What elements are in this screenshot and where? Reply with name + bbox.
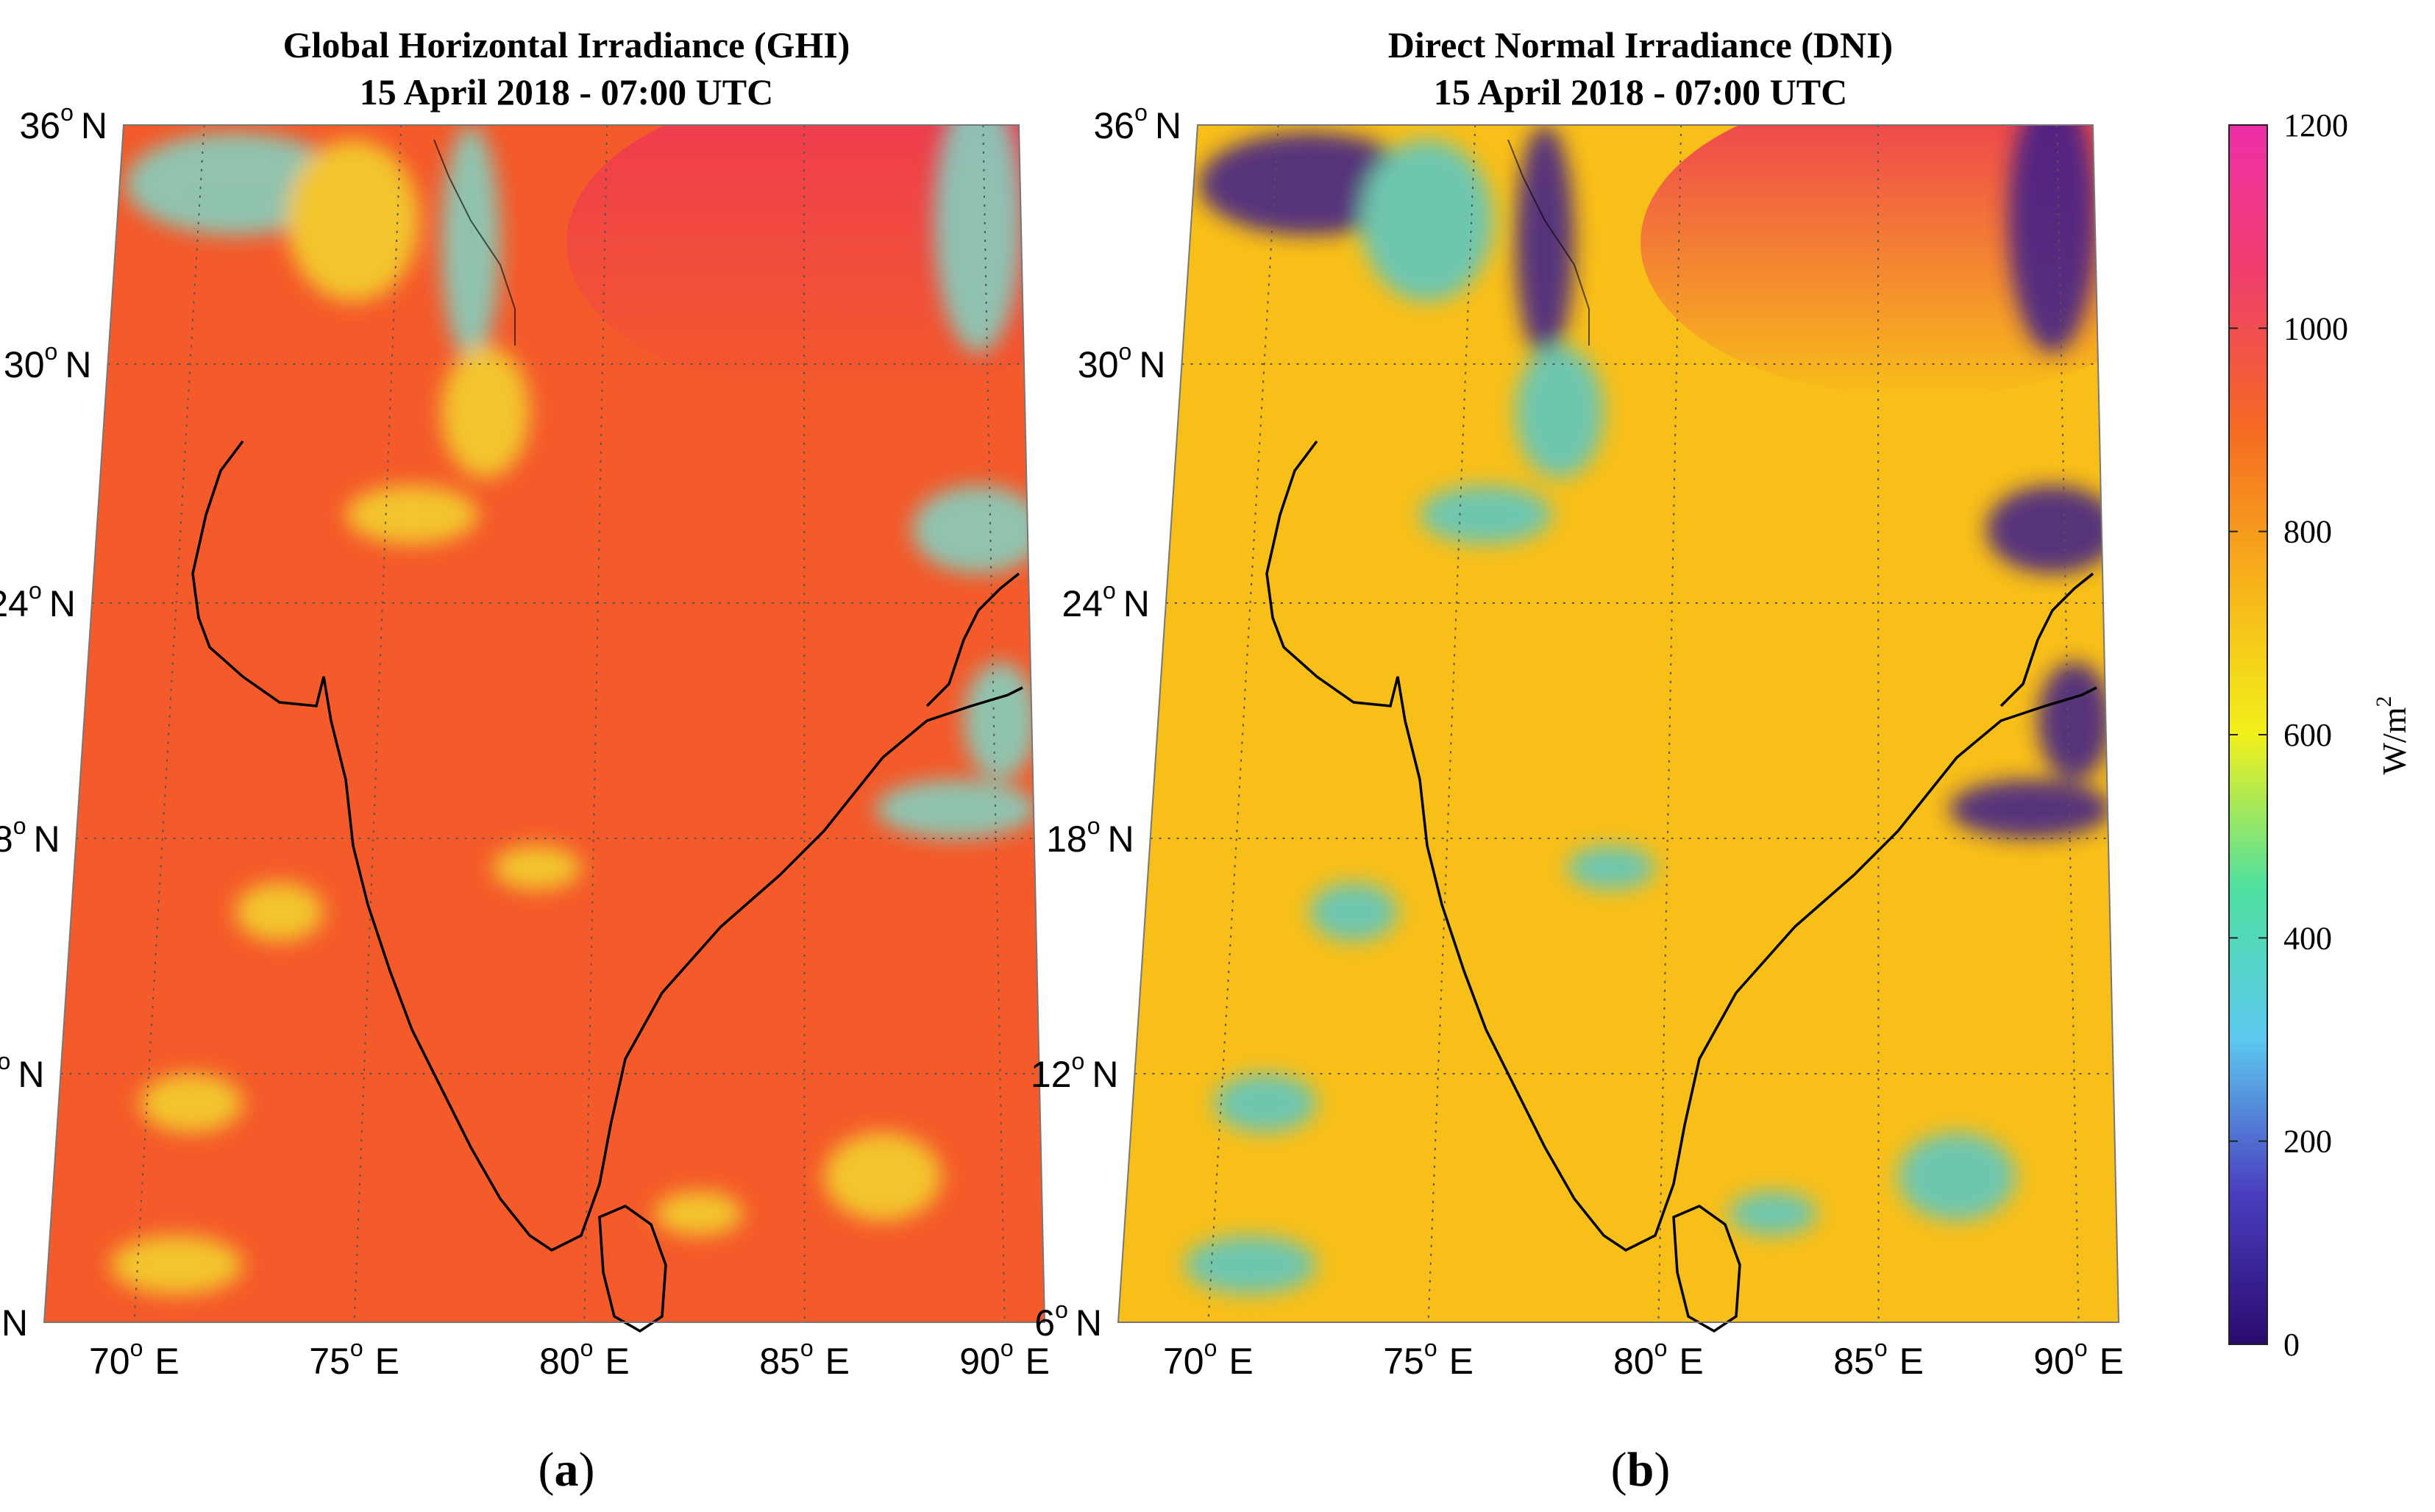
lon-label-90: 90o E <box>2033 1335 2124 1382</box>
colorbar-tick-label: 200 <box>2283 1124 2332 1160</box>
colorbar-tick-label: 1000 <box>2283 310 2348 346</box>
irradiance-field-a <box>44 125 1045 1322</box>
coastline <box>191 139 1023 1333</box>
lon-label-80: 80o E <box>539 1335 630 1382</box>
panel-caption: (b) <box>1611 1443 1671 1497</box>
graticule <box>1134 124 2114 1323</box>
colorbar-tick-label: 0 <box>2283 1327 2300 1363</box>
lon-label-80: 80o E <box>1613 1335 1704 1382</box>
map-svg-a: Global Horizontal Irradiance (GHI) 15 Apr… <box>0 24 1050 1497</box>
lat-label-30: 30o N <box>4 338 92 385</box>
lon-label-70: 70o E <box>89 1335 179 1382</box>
lon-label-85: 85o E <box>1833 1335 1924 1382</box>
colorbar-tick-label: 400 <box>2283 920 2332 956</box>
high-irradiance-region <box>1640 125 2119 397</box>
cloud-features <box>1184 125 2119 1294</box>
lat-label-36: 36o N <box>19 99 107 146</box>
lon-label-90: 90o E <box>959 1335 1050 1382</box>
lon-label-75: 75o E <box>309 1335 399 1382</box>
map-svg-b: Direct Normal Irradiance (DNI) 15 April 2… <box>1031 24 2124 1497</box>
irradiance-base <box>1118 125 2119 1322</box>
colorbar-unit-label: W/m2 <box>2372 696 2413 775</box>
colorbar-tick-label: 800 <box>2283 514 2332 550</box>
irradiance-field-b <box>1118 125 2119 1322</box>
lon-label-75: 75o E <box>1383 1335 1474 1382</box>
panel-a: Global Horizontal Irradiance (GHI) 15 Apr… <box>0 0 1177 1512</box>
lat-label-36: 36o N <box>1093 99 1181 146</box>
map-border <box>1117 124 2120 1323</box>
high-irradiance-region <box>566 125 1045 397</box>
map-border <box>43 124 1046 1323</box>
graticule <box>60 124 1039 1323</box>
lon-label-85: 85o E <box>759 1335 850 1382</box>
title-line-2: 15 April 2018 - 07:00 UTC <box>360 71 774 113</box>
lon-label-70: 70o E <box>1163 1335 1254 1382</box>
cloud-features <box>110 125 1045 1294</box>
irradiance-base <box>44 125 1045 1322</box>
lat-label-30: 30o N <box>1078 338 1166 385</box>
panel-caption: (a) <box>538 1443 595 1497</box>
panel-b: Direct Normal Irradiance (DNI) 15 April 2… <box>1031 0 2251 1512</box>
title-line-1: Direct Normal Irradiance (DNI) <box>1388 24 1893 65</box>
colorbar-tick-label: 1200 <box>2283 107 2348 143</box>
colorbar-tick-label: 600 <box>2283 717 2332 753</box>
lat-label-6: 6oN <box>0 1297 28 1344</box>
title-line-1: Global Horizontal Irradiance (GHI) <box>283 24 850 65</box>
title-line-2: 15 April 2018 - 07:00 UTC <box>1434 71 1848 113</box>
coastline <box>1265 139 2097 1333</box>
